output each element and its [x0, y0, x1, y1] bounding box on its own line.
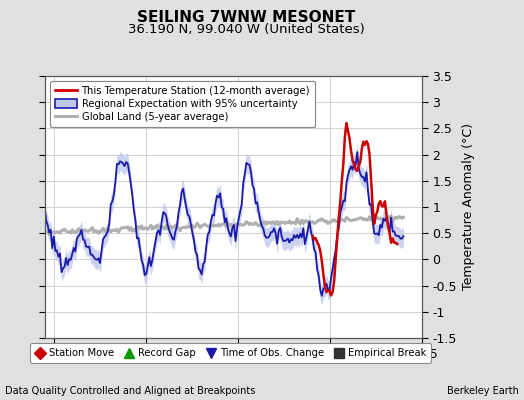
Legend: Station Move, Record Gap, Time of Obs. Change, Empirical Break: Station Move, Record Gap, Time of Obs. C…: [30, 343, 431, 363]
Text: SEILING 7WNW MESONET: SEILING 7WNW MESONET: [137, 10, 355, 25]
Text: 36.190 N, 99.040 W (United States): 36.190 N, 99.040 W (United States): [128, 23, 365, 36]
Text: Data Quality Controlled and Aligned at Breakpoints: Data Quality Controlled and Aligned at B…: [5, 386, 256, 396]
Text: Berkeley Earth: Berkeley Earth: [447, 386, 519, 396]
Legend: This Temperature Station (12-month average), Regional Expectation with 95% uncer: This Temperature Station (12-month avera…: [50, 81, 315, 127]
Y-axis label: Temperature Anomaly (°C): Temperature Anomaly (°C): [462, 124, 475, 290]
